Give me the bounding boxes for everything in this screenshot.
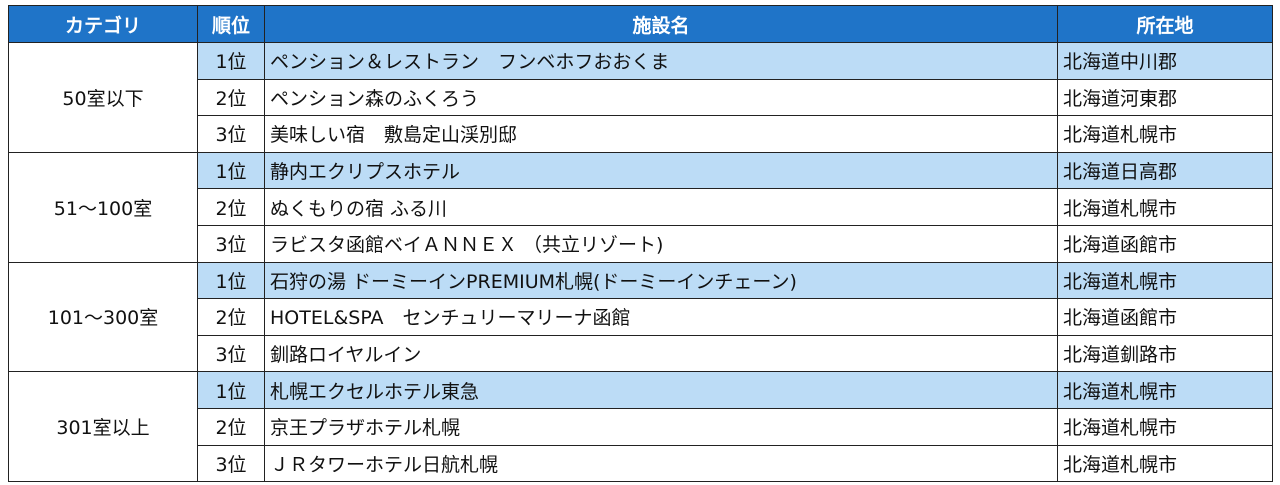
- location-cell: 北海道河東郡: [1057, 78, 1273, 117]
- rank-cell: 1位: [197, 371, 265, 409]
- rank-cell: 2位: [197, 78, 265, 117]
- location-cell: 北海道中川郡: [1057, 42, 1273, 80]
- table-header: カテゴリ 順位 施設名 所在地: [8, 5, 1273, 43]
- facility-name-cell: HOTEL&SPA センチュリーマリーナ函館: [264, 298, 1058, 336]
- header-rank: 順位: [197, 5, 265, 43]
- table-body: 50室以下 1位 ペンション＆レストラン フンベホフおおくま 北海道中川郡 2位…: [8, 42, 1273, 483]
- facility-name-cell: 石狩の湯 ドーミーインPREMIUM札幌(ドーミーインチェーン): [264, 261, 1058, 300]
- table-row: 51～100室 1位 静内エクリプスホテル 北海道日高郡: [8, 151, 1273, 263]
- table-row: 2位 HOTEL&SPA センチュリーマリーナ函館 北海道函館市: [9, 298, 1273, 336]
- rank-cell: 3位: [197, 444, 265, 483]
- header-category: カテゴリ: [8, 5, 198, 43]
- table-row: 2位 ぬくもりの宿 ふる川 北海道札幌市: [9, 188, 1273, 226]
- table-row: 3位 美味しい宿 敷島定山渓別邸 北海道札幌市: [9, 115, 1273, 153]
- table-row: 3位 ＪＲタワーホテル日航札幌 北海道札幌市: [9, 444, 1273, 483]
- rank-cell: 1位: [197, 42, 265, 80]
- rank-cell: 2位: [197, 298, 265, 336]
- location-cell: 北海道札幌市: [1057, 444, 1273, 483]
- location-cell: 北海道函館市: [1057, 224, 1273, 263]
- facility-name-cell: 釧路ロイヤルイン: [264, 334, 1058, 373]
- facility-name-cell: 京王プラザホテル札幌: [264, 407, 1058, 446]
- category-cell: 301室以上: [8, 371, 198, 483]
- facility-name-cell: ぬくもりの宿 ふる川: [264, 188, 1058, 226]
- facility-name-cell: ＪＲタワーホテル日航札幌: [264, 444, 1058, 483]
- rank-cell: 1位: [197, 151, 265, 190]
- facility-name-cell: ペンション森のふくろう: [264, 78, 1058, 117]
- facility-name-cell: ペンション＆レストラン フンベホフおおくま: [264, 42, 1058, 80]
- facility-name-cell: 札幌エクセルホテル東急: [264, 371, 1058, 409]
- location-cell: 北海道札幌市: [1057, 188, 1273, 226]
- table-row: 50室以下 1位 ペンション＆レストラン フンベホフおおくま 北海道中川郡: [8, 42, 1273, 153]
- location-cell: 北海道函館市: [1057, 298, 1273, 336]
- rank-cell: 3位: [197, 115, 265, 153]
- facility-name-cell: 美味しい宿 敷島定山渓別邸: [264, 115, 1058, 153]
- location-cell: 北海道札幌市: [1057, 261, 1273, 300]
- table-row: 3位 釧路ロイヤルイン 北海道釧路市: [9, 334, 1273, 373]
- header-facility: 施設名: [264, 5, 1058, 43]
- rank-cell: 1位: [197, 261, 265, 300]
- rank-cell: 2位: [197, 188, 265, 226]
- rank-cell: 3位: [197, 224, 265, 263]
- header-row: カテゴリ 順位 施設名 所在地: [8, 5, 1273, 43]
- facility-name-cell: ラビスタ函館ベイＡＮＮＥＸ （共立リゾート): [264, 224, 1058, 263]
- location-cell: 北海道札幌市: [1057, 115, 1273, 153]
- category-cell: 101～300室: [8, 261, 198, 373]
- rank-cell: 3位: [197, 334, 265, 373]
- table-row: 301室以上 1位 札幌エクセルホテル東急 北海道札幌市: [8, 371, 1273, 483]
- location-cell: 北海道日高郡: [1057, 151, 1273, 190]
- ranking-table: カテゴリ 順位 施設名 所在地 50室以下 1位 ペンション＆レストラン フンベ…: [8, 5, 1273, 483]
- table-row: 2位 京王プラザホテル札幌 北海道札幌市: [9, 407, 1273, 446]
- table-row: 2位 ペンション森のふくろう 北海道河東郡: [9, 78, 1273, 117]
- rank-cell: 2位: [197, 407, 265, 446]
- table-row: 101～300室 1位 石狩の湯 ドーミーインPREMIUM札幌(ドーミーインチ…: [8, 261, 1273, 373]
- location-cell: 北海道札幌市: [1057, 407, 1273, 446]
- location-cell: 北海道札幌市: [1057, 371, 1273, 409]
- location-cell: 北海道釧路市: [1057, 334, 1273, 373]
- table-row: 3位 ラビスタ函館ベイＡＮＮＥＸ （共立リゾート) 北海道函館市: [9, 224, 1273, 263]
- header-location: 所在地: [1057, 5, 1273, 43]
- facility-name-cell: 静内エクリプスホテル: [264, 151, 1058, 190]
- category-cell: 50室以下: [8, 42, 198, 153]
- category-cell: 51～100室: [8, 151, 198, 263]
